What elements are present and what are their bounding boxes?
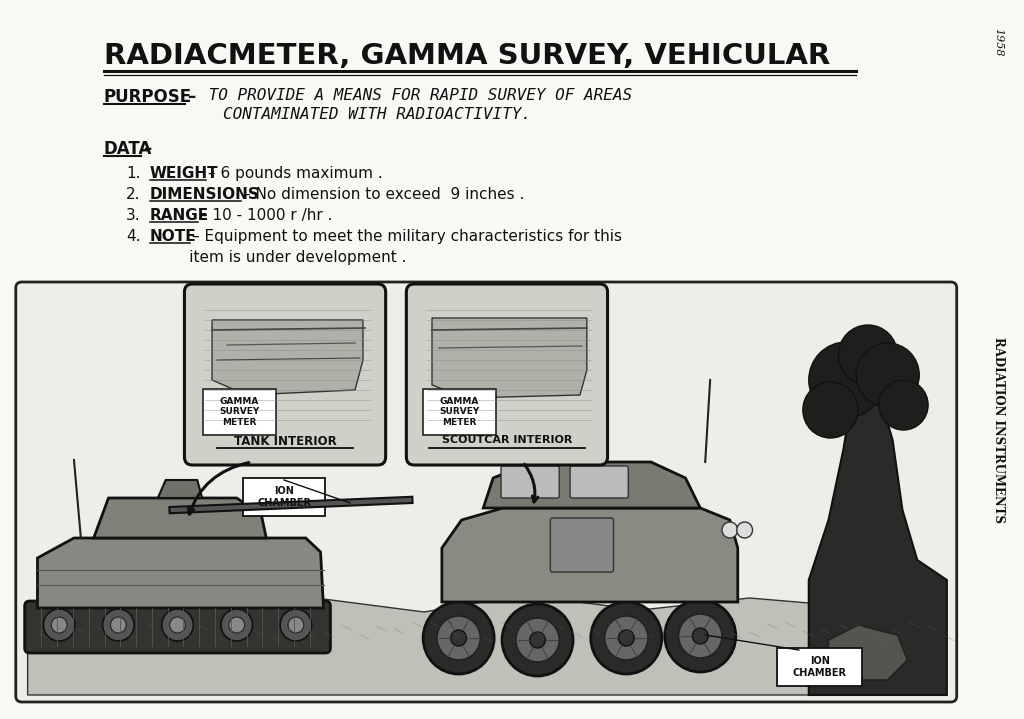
- Circle shape: [228, 617, 245, 633]
- FancyBboxPatch shape: [550, 518, 613, 572]
- Polygon shape: [809, 340, 947, 695]
- Polygon shape: [94, 498, 266, 538]
- Circle shape: [288, 617, 304, 633]
- Circle shape: [839, 325, 898, 385]
- Text: –: –: [143, 140, 152, 158]
- Text: TANK INTERIOR: TANK INTERIOR: [233, 435, 337, 448]
- Text: ION
CHAMBER: ION CHAMBER: [793, 656, 847, 678]
- Circle shape: [665, 600, 736, 672]
- Circle shape: [618, 630, 634, 646]
- Circle shape: [170, 617, 185, 633]
- Polygon shape: [828, 625, 907, 680]
- FancyBboxPatch shape: [184, 284, 386, 465]
- Text: – 6 pounds maximum .: – 6 pounds maximum .: [208, 166, 383, 181]
- Polygon shape: [212, 320, 362, 395]
- FancyBboxPatch shape: [777, 648, 862, 686]
- Circle shape: [591, 602, 662, 674]
- FancyBboxPatch shape: [203, 389, 276, 435]
- Text: 3.: 3.: [126, 208, 141, 223]
- Circle shape: [43, 609, 75, 641]
- Circle shape: [516, 618, 559, 662]
- FancyBboxPatch shape: [570, 466, 629, 498]
- Circle shape: [111, 617, 126, 633]
- Polygon shape: [38, 538, 324, 608]
- Text: NOTE: NOTE: [150, 229, 197, 244]
- Text: 4.: 4.: [126, 229, 140, 244]
- Text: ION
CHAMBER: ION CHAMBER: [257, 486, 311, 508]
- FancyBboxPatch shape: [25, 601, 331, 653]
- FancyBboxPatch shape: [423, 389, 496, 435]
- Polygon shape: [28, 595, 945, 695]
- Circle shape: [437, 616, 480, 660]
- FancyBboxPatch shape: [243, 478, 326, 516]
- Text: DIMENSIONS: DIMENSIONS: [150, 187, 260, 202]
- Text: RADIACMETER, GAMMA SURVEY, VEHICULAR: RADIACMETER, GAMMA SURVEY, VEHICULAR: [103, 42, 829, 70]
- FancyBboxPatch shape: [501, 466, 559, 498]
- Text: 1958: 1958: [993, 28, 1004, 57]
- Text: 1.: 1.: [126, 166, 140, 181]
- Circle shape: [803, 382, 858, 438]
- Polygon shape: [432, 318, 587, 398]
- Text: GAMMA
SURVEY
METER: GAMMA SURVEY METER: [219, 397, 260, 427]
- Circle shape: [502, 604, 573, 676]
- Circle shape: [529, 632, 546, 648]
- Text: – Equipment to meet the military characteristics for this: – Equipment to meet the military charact…: [193, 229, 623, 244]
- Polygon shape: [158, 480, 202, 498]
- Polygon shape: [442, 508, 737, 602]
- Text: GAMMA
SURVEY
METER: GAMMA SURVEY METER: [439, 397, 479, 427]
- Circle shape: [102, 609, 134, 641]
- Circle shape: [737, 522, 753, 538]
- Text: RADIATION INSTRUMENTS: RADIATION INSTRUMENTS: [991, 337, 1005, 523]
- Text: TO PROVIDE A MEANS FOR RAPID SURVEY OF AREAS: TO PROVIDE A MEANS FOR RAPID SURVEY OF A…: [200, 88, 633, 103]
- Text: RANGE: RANGE: [150, 208, 209, 223]
- Circle shape: [281, 609, 311, 641]
- Text: – No dimension to exceed  9 inches .: – No dimension to exceed 9 inches .: [243, 187, 524, 202]
- Circle shape: [423, 602, 495, 674]
- Text: – 10 - 1000 r /hr .: – 10 - 1000 r /hr .: [201, 208, 333, 223]
- Circle shape: [809, 342, 884, 418]
- Circle shape: [856, 343, 920, 407]
- Circle shape: [604, 616, 648, 660]
- Text: 2.: 2.: [126, 187, 140, 202]
- Circle shape: [692, 628, 709, 644]
- Text: CONTAMINATED WITH RADIOACTIVITY.: CONTAMINATED WITH RADIOACTIVITY.: [223, 107, 530, 122]
- FancyBboxPatch shape: [407, 284, 607, 465]
- Circle shape: [879, 380, 928, 430]
- Text: item is under development .: item is under development .: [160, 250, 407, 265]
- Polygon shape: [483, 462, 700, 508]
- Circle shape: [679, 614, 722, 658]
- Circle shape: [722, 522, 737, 538]
- Circle shape: [221, 609, 253, 641]
- Text: WEIGHT: WEIGHT: [150, 166, 218, 181]
- FancyBboxPatch shape: [15, 282, 956, 702]
- Circle shape: [451, 630, 467, 646]
- Circle shape: [162, 609, 194, 641]
- Text: SCOUTCAR INTERIOR: SCOUTCAR INTERIOR: [441, 435, 572, 445]
- Circle shape: [51, 617, 67, 633]
- Text: –: –: [187, 88, 196, 106]
- Text: DATA: DATA: [103, 140, 152, 158]
- Text: PURPOSE: PURPOSE: [103, 88, 191, 106]
